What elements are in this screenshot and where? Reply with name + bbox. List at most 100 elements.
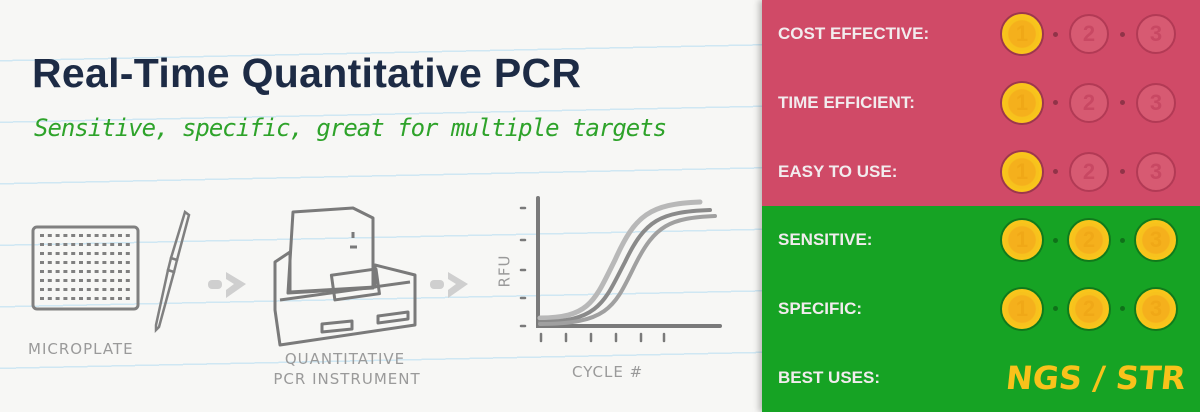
well — [118, 252, 122, 255]
well — [125, 243, 130, 246]
well — [86, 252, 91, 255]
rating-row: SPECIFIC: 1 2 3 — [762, 274, 1200, 345]
well — [110, 270, 115, 273]
chart-y-label: RFU — [495, 254, 514, 288]
rating-row: COST EFFECTIVE: 1 2 3 — [762, 0, 1200, 70]
well — [118, 270, 122, 273]
well — [40, 297, 44, 300]
well — [55, 297, 60, 300]
separator-dot — [1120, 100, 1125, 106]
rating-label: SPECIFIC: — [778, 298, 863, 318]
ratings-panel: COST EFFECTIVE: 1 2 3 TIME EFFICIENT: 1 2 3 EASY… — [762, 0, 1200, 412]
microplate-icon — [31, 225, 140, 311]
well — [102, 288, 107, 291]
well — [110, 279, 115, 282]
coin-icon: 2 — [1069, 14, 1109, 55]
coin-icon: 1 — [1002, 288, 1042, 329]
coin-icon: 2 — [1069, 151, 1109, 192]
well — [79, 297, 83, 300]
well — [40, 261, 44, 264]
rating-row: TIME EFFICIENT: 1 2 3 — [762, 68, 1200, 139]
well — [63, 270, 68, 273]
well — [79, 288, 83, 291]
well — [94, 261, 99, 264]
separator-dot — [1053, 100, 1058, 106]
well — [118, 234, 122, 237]
well — [40, 234, 44, 237]
coin-icon: 1 — [1002, 220, 1042, 261]
well — [102, 261, 107, 264]
well — [79, 279, 83, 282]
coin-icon: 3 — [1136, 82, 1176, 123]
well — [63, 297, 68, 300]
well — [40, 270, 44, 273]
pipette-icon — [154, 209, 191, 334]
well — [125, 252, 130, 255]
well — [71, 297, 76, 300]
best-uses-row: BEST USES: NGS / STR — [762, 343, 1200, 412]
rating-row: SENSITIVE: 1 2 3 — [762, 205, 1200, 276]
well — [55, 288, 60, 291]
well — [86, 243, 91, 246]
well — [86, 288, 91, 291]
best-uses-value: NGS / STR — [1004, 358, 1188, 397]
well — [71, 252, 76, 255]
well — [86, 279, 91, 282]
well — [47, 252, 52, 255]
coin-icon: 3 — [1136, 151, 1176, 192]
separator-dot — [1120, 169, 1125, 175]
chart-x-label: CYCLE # — [572, 363, 644, 381]
well — [63, 234, 68, 237]
well — [71, 279, 76, 282]
well — [110, 288, 115, 291]
well — [86, 270, 91, 273]
well — [118, 243, 122, 246]
separator-dot — [1120, 237, 1125, 243]
pcr-instrument-icon — [273, 206, 417, 347]
well — [94, 279, 99, 282]
separator-dot — [1120, 306, 1125, 312]
well — [71, 288, 76, 291]
well — [102, 297, 107, 300]
well — [125, 297, 130, 300]
well — [47, 279, 52, 282]
coin-icon: 1 — [1002, 82, 1042, 123]
well — [40, 288, 44, 291]
well — [55, 243, 60, 246]
well — [63, 279, 68, 282]
coin-icon: 1 — [1002, 151, 1042, 192]
well — [86, 234, 91, 237]
page-subtitle: Sensitive, specific, great for multiple … — [34, 114, 667, 142]
well — [47, 234, 52, 237]
well — [94, 234, 99, 237]
well — [102, 270, 107, 273]
instrument-label-line1: QUANTITATIVE — [284, 350, 406, 368]
well — [71, 234, 76, 237]
best-uses-label: BEST USES: — [778, 367, 881, 387]
amplification-chart-icon — [519, 196, 722, 343]
separator-dot — [1053, 237, 1058, 243]
rating-label: COST EFFECTIVE: — [778, 24, 930, 44]
well — [63, 261, 68, 264]
well — [79, 234, 83, 237]
well — [102, 279, 107, 282]
rating-label: SENSITIVE: — [778, 230, 873, 250]
page-title: Real-Time Quantitative PCR — [32, 50, 582, 96]
well — [55, 261, 60, 264]
well — [71, 270, 76, 273]
well — [94, 288, 99, 291]
well — [55, 270, 60, 273]
well — [71, 261, 76, 264]
well — [40, 279, 44, 282]
well — [125, 234, 130, 237]
well — [118, 279, 122, 282]
well — [118, 288, 122, 291]
well — [40, 243, 44, 246]
well — [118, 261, 122, 264]
well — [125, 288, 130, 291]
well — [110, 261, 115, 264]
well — [94, 252, 99, 255]
